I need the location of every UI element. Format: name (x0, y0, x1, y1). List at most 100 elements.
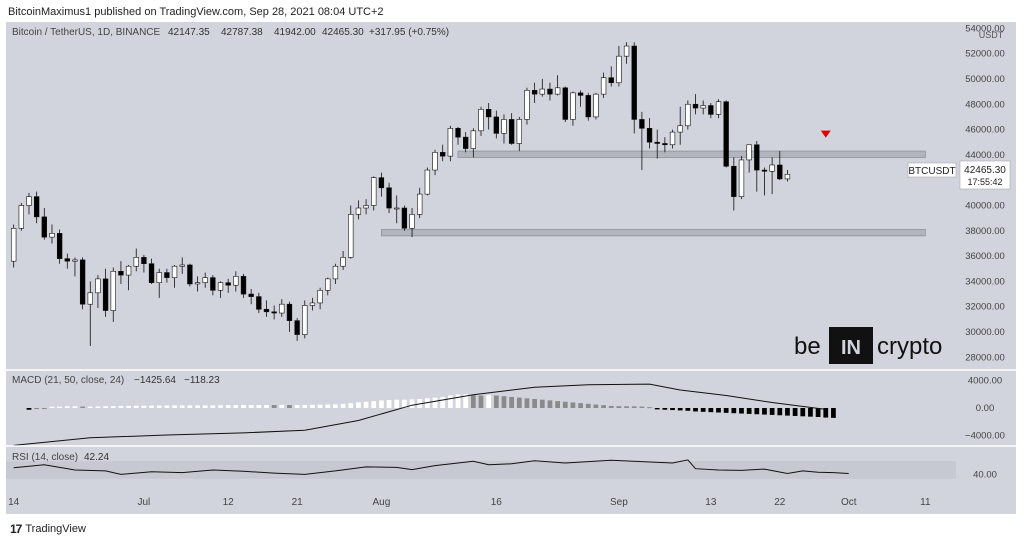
rsi-axis-ticks: 40.00 (973, 469, 997, 480)
candle (187, 263, 193, 287)
candle-body (141, 257, 147, 265)
price-tick-label: 28000.00 (965, 352, 1005, 363)
macd-histogram-bar (654, 408, 660, 410)
rsi-tick-label: 40.00 (973, 469, 997, 480)
candle (616, 46, 622, 87)
candle-body (485, 109, 492, 118)
candle-body (501, 119, 507, 134)
candle (118, 261, 124, 284)
macd-histogram-bar (126, 405, 131, 408)
macd-histogram-bar (241, 405, 246, 408)
candle-body (56, 233, 63, 259)
candle-body (348, 214, 354, 258)
macd-histogram-bar (693, 408, 698, 412)
candle-body (524, 90, 530, 120)
candle (777, 151, 783, 181)
candle (156, 268, 162, 298)
macd-histogram-bar (585, 403, 591, 408)
candle-body (577, 92, 584, 96)
macd-histogram-bar (356, 402, 361, 408)
candle (79, 257, 86, 310)
candle (72, 257, 78, 277)
candle (271, 305, 277, 320)
macd-histogram-bar (800, 408, 806, 417)
candle-body (784, 173, 791, 180)
macd-histogram-bar (831, 408, 836, 418)
macd-histogram-bar (670, 408, 675, 411)
candle (56, 229, 63, 264)
macd-histogram-bar (447, 395, 453, 408)
macd-histogram-bar (179, 405, 185, 408)
symbol-badge (907, 162, 957, 178)
candle (769, 157, 775, 195)
watermark-be: be (794, 333, 821, 360)
candle (87, 281, 93, 346)
macd-histogram-bar (149, 405, 154, 408)
rsi-value: 42.24 (84, 452, 109, 463)
candle-body (210, 277, 216, 291)
candle (784, 170, 791, 182)
macd-histogram-bar (294, 405, 300, 408)
candle-body (202, 277, 208, 283)
macd-histogram-bar (631, 406, 637, 408)
macd-histogram-bar (624, 406, 629, 408)
time-tick-label: 12 (223, 497, 235, 508)
ohlc-high: 42787.38 (221, 27, 263, 38)
time-tick-label: 16 (491, 497, 503, 508)
candle (233, 271, 239, 292)
candle (179, 257, 185, 274)
candle (440, 144, 446, 162)
macd-histogram-bar (164, 405, 170, 408)
macd-histogram-bar (700, 408, 706, 412)
candle-body (516, 119, 522, 144)
candle-body (248, 293, 254, 297)
macd-histogram-bar (432, 397, 438, 408)
macd-histogram-bar (662, 408, 668, 410)
candle-body (417, 193, 423, 215)
macd-pane: 4000.00 0.00 −4000.00 MACD (21, 50, close,… (12, 375, 1005, 446)
candle-body (554, 87, 561, 95)
candle (600, 72, 607, 98)
candle-body (662, 143, 668, 146)
macd-histogram-bar (363, 401, 369, 408)
time-tick-label: Oct (841, 497, 857, 508)
chart-canvas[interactable]: 54000.00 52000.00 50000.00 48000.00 46000.00… (6, 22, 1016, 514)
candle-body (87, 292, 93, 305)
support-resistance-zones (381, 150, 926, 237)
candle-body (217, 282, 224, 291)
candle-body (692, 103, 699, 109)
candle-body (769, 164, 775, 172)
candle-body (463, 136, 469, 149)
candle (378, 172, 385, 197)
candle (746, 144, 752, 173)
candle (547, 82, 553, 101)
macd-histogram-bar (424, 398, 430, 408)
candle (554, 75, 561, 96)
candle (64, 253, 70, 269)
macd-histogram-bar (80, 406, 85, 408)
macd-histogram-bar (463, 394, 469, 408)
macd-histogram-bar (379, 400, 384, 408)
macd-histogram-bar (762, 408, 767, 415)
candle (286, 301, 293, 333)
candle (608, 66, 614, 87)
candle-body (26, 196, 32, 206)
candle (248, 289, 254, 305)
candle-body (631, 45, 637, 120)
macd-histogram-bar (440, 396, 446, 408)
price-tick-label: 30000.00 (965, 327, 1005, 338)
candle (95, 275, 101, 308)
candle-body (110, 270, 116, 311)
candle-body (440, 152, 446, 157)
candle-body (279, 303, 285, 314)
macd-histogram-bar (524, 398, 530, 408)
candle (669, 129, 676, 149)
candle-body (302, 305, 308, 335)
candle (256, 292, 262, 314)
macd-histogram-bar (769, 408, 775, 415)
rsi-band (6, 461, 956, 479)
candle (363, 199, 369, 215)
candle (639, 111, 645, 171)
candle-body (164, 272, 170, 278)
candle (110, 267, 116, 322)
